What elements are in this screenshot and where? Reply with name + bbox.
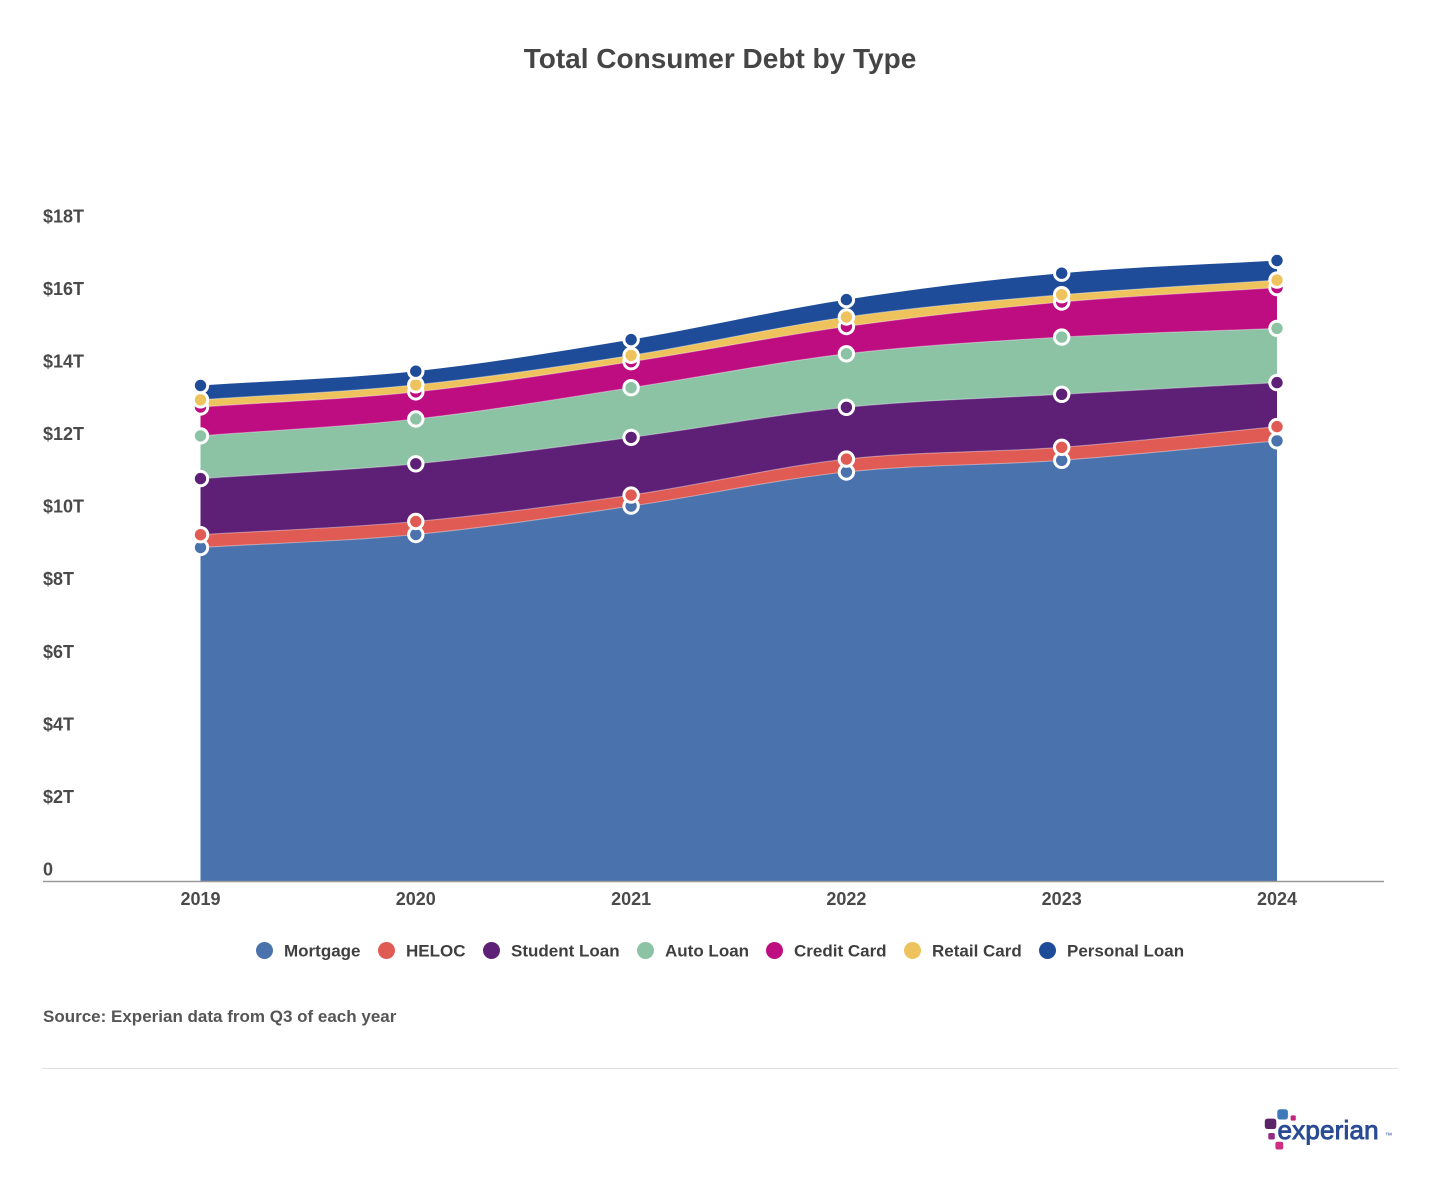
svg-text:2021: 2021 — [611, 889, 651, 909]
svg-text:Source: Experian data from Q3: Source: Experian data from Q3 of each ye… — [43, 1007, 397, 1026]
svg-text:Student Loan: Student Loan — [511, 942, 620, 961]
svg-text:2020: 2020 — [396, 889, 436, 909]
svg-text:$18T: $18T — [43, 206, 84, 226]
svg-text:Retail Card: Retail Card — [932, 942, 1022, 961]
svg-text:HELOC: HELOC — [406, 942, 466, 961]
svg-text:$2T: $2T — [43, 787, 74, 807]
svg-text:2019: 2019 — [180, 889, 220, 909]
svg-text:Total Consumer Debt by Type: Total Consumer Debt by Type — [524, 43, 917, 74]
svg-text:$8T: $8T — [43, 569, 74, 589]
svg-text:experian: experian — [1278, 1115, 1379, 1145]
svg-text:$12T: $12T — [43, 424, 84, 444]
svg-text:2024: 2024 — [1257, 889, 1297, 909]
svg-text:$4T: $4T — [43, 714, 74, 734]
svg-text:$10T: $10T — [43, 497, 84, 517]
svg-text:™: ™ — [1385, 1133, 1392, 1140]
svg-text:Credit Card: Credit Card — [794, 942, 887, 961]
svg-text:0: 0 — [43, 860, 53, 880]
svg-text:2023: 2023 — [1042, 889, 1082, 909]
svg-text:$6T: $6T — [43, 642, 74, 662]
svg-text:Auto Loan: Auto Loan — [665, 942, 749, 961]
svg-text:$16T: $16T — [43, 279, 84, 299]
svg-text:2022: 2022 — [826, 889, 866, 909]
svg-text:Personal Loan: Personal Loan — [1067, 942, 1184, 961]
svg-text:$14T: $14T — [43, 352, 84, 372]
svg-text:Mortgage: Mortgage — [284, 942, 361, 961]
